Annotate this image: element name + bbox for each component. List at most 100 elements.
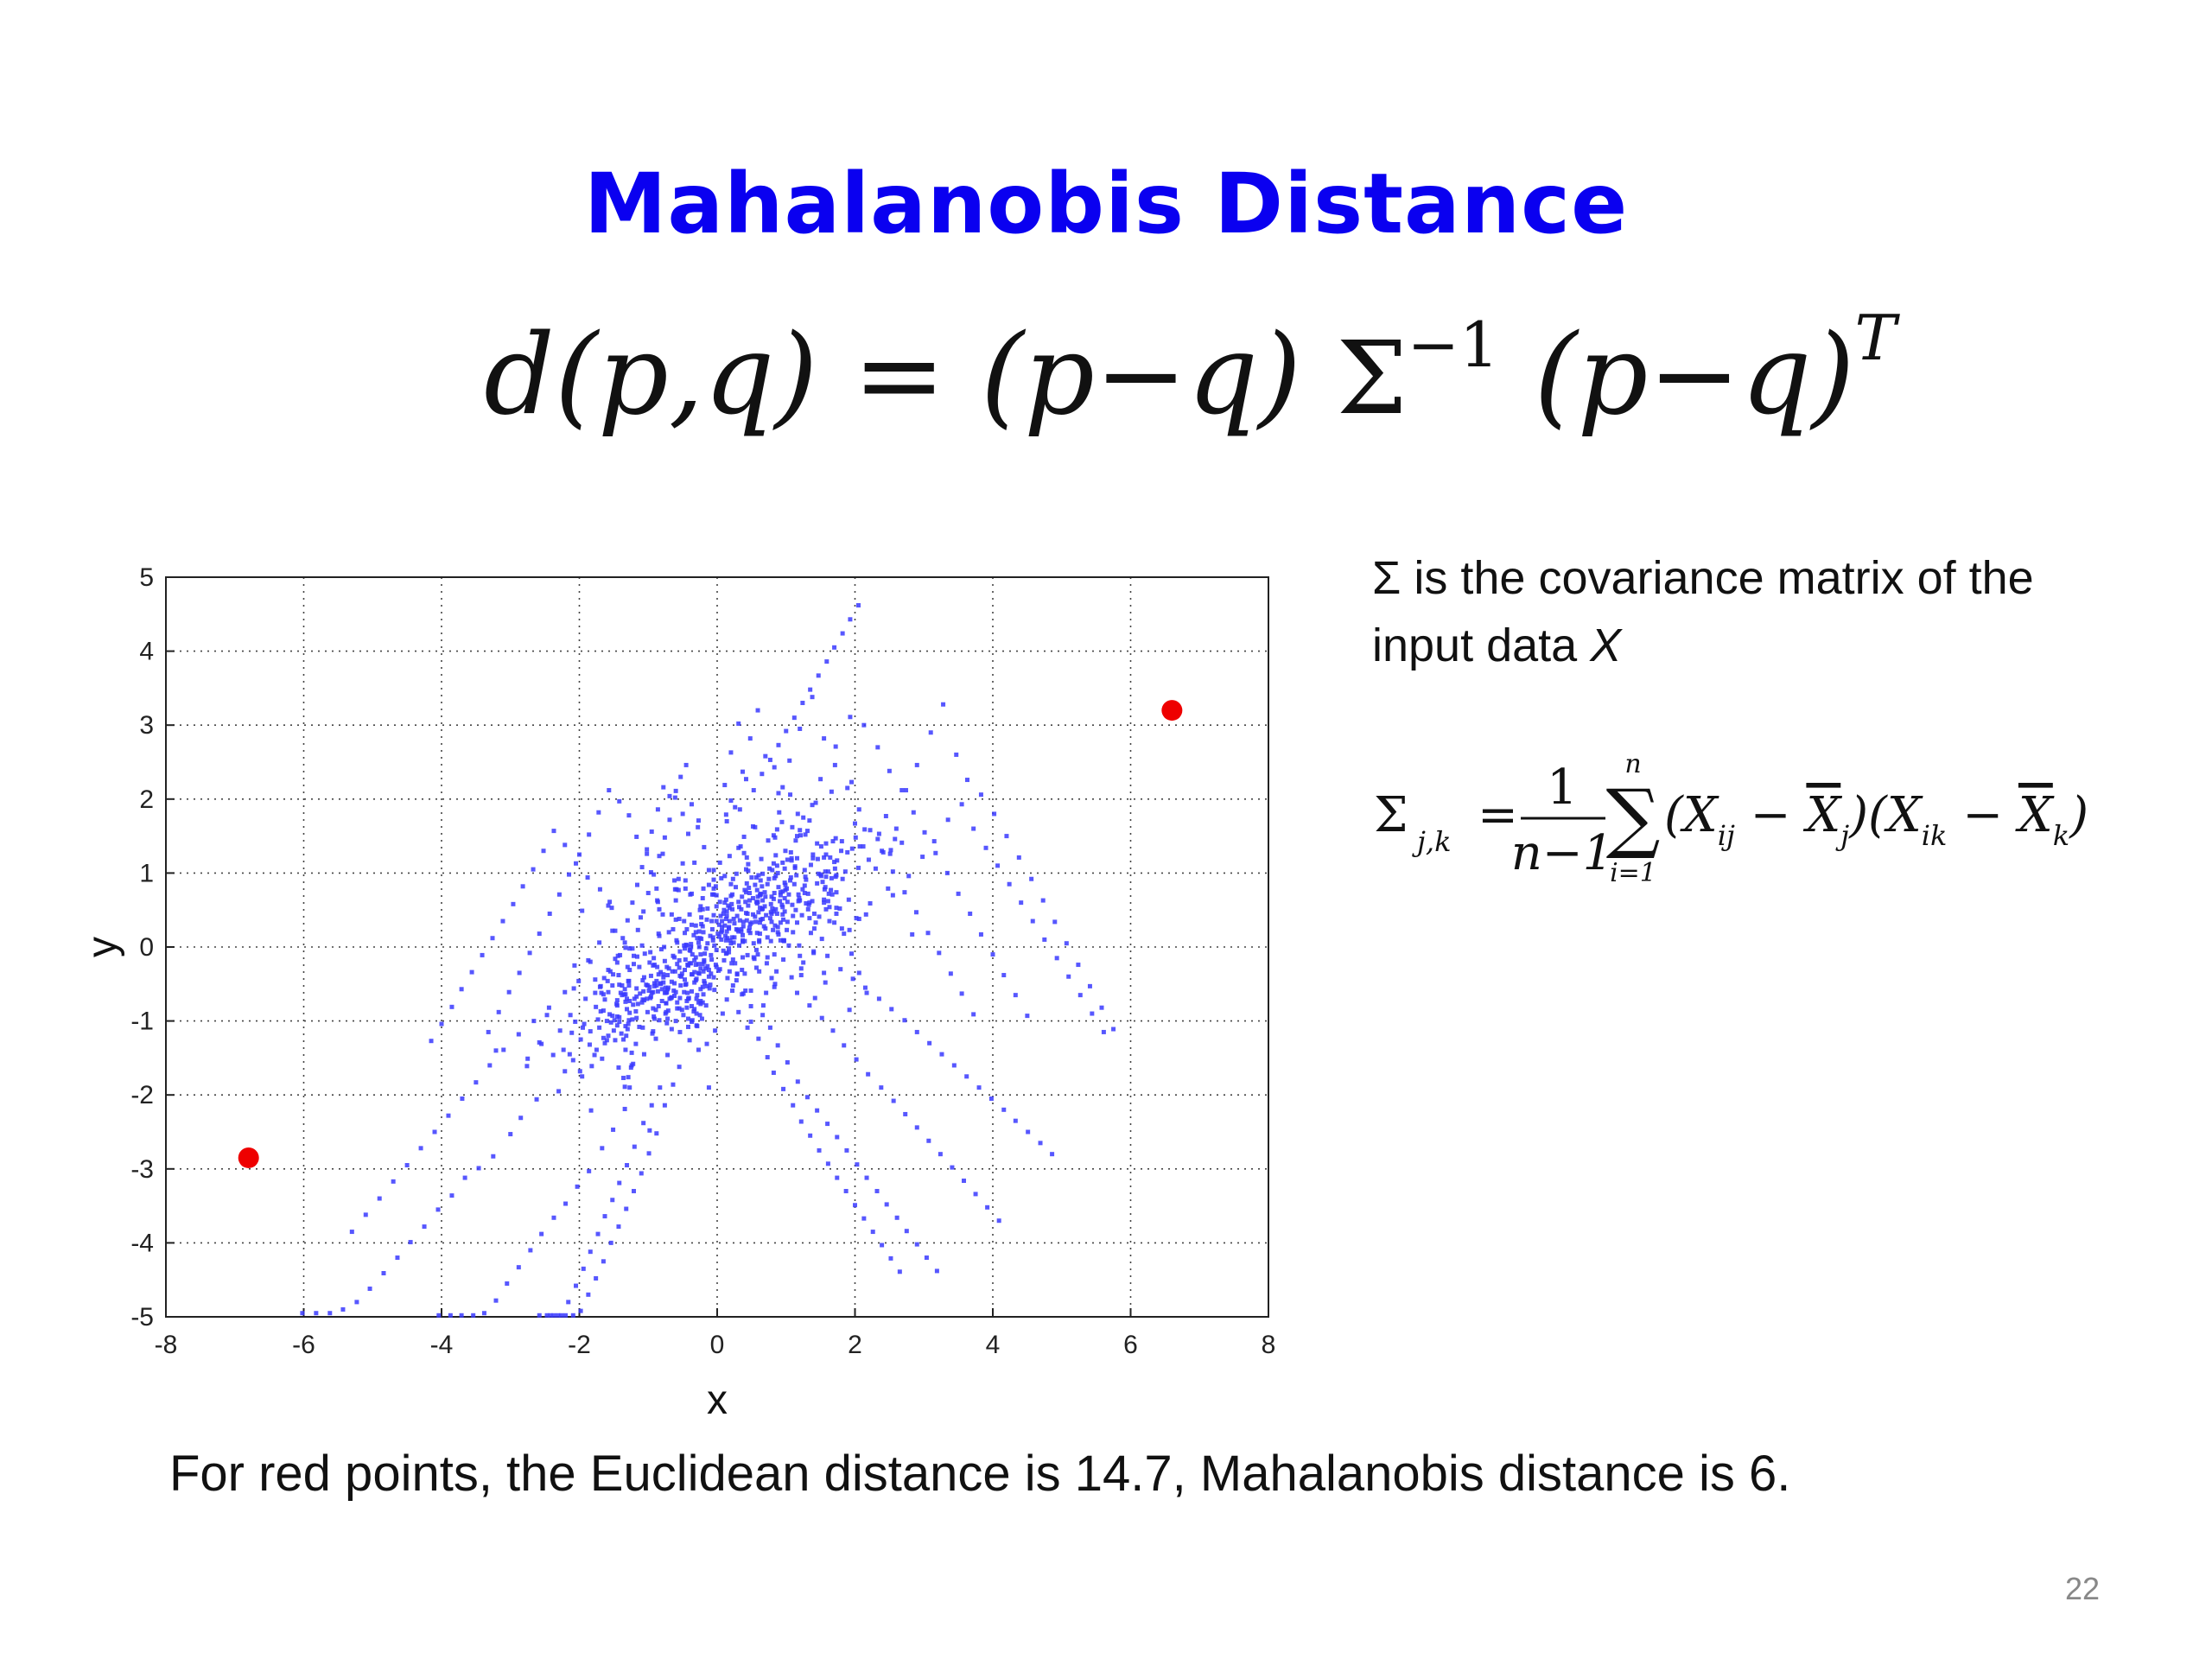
data-point [677, 1029, 683, 1034]
data-point [631, 1002, 636, 1007]
data-point [833, 744, 838, 749]
data-point [381, 1270, 386, 1275]
data-point [459, 1313, 464, 1318]
data-point [614, 1001, 620, 1007]
data-point [753, 882, 758, 887]
data-point [578, 1037, 583, 1042]
data-point [791, 930, 796, 935]
data-point [732, 935, 737, 940]
data-point [951, 1063, 957, 1068]
data-point [673, 917, 678, 922]
data-point [939, 1052, 944, 1057]
data-point [769, 894, 774, 899]
data-point [775, 930, 780, 935]
data-point [610, 928, 615, 933]
data-point [673, 898, 678, 903]
data-point [700, 962, 705, 967]
data-point [788, 792, 793, 798]
data-point [833, 836, 838, 841]
data-point [760, 906, 766, 911]
data-point [823, 852, 829, 857]
cov-lhs-subscript: j,k [1412, 825, 1451, 858]
data-point [845, 785, 850, 791]
data-point [724, 909, 729, 914]
data-point [625, 964, 630, 969]
data-point [712, 943, 717, 948]
data-point [914, 762, 919, 767]
data-point [709, 918, 715, 924]
data-point [830, 839, 836, 844]
data-point [768, 901, 773, 906]
data-point [688, 948, 693, 953]
data-point [665, 973, 671, 978]
data-point [805, 906, 810, 912]
slide-title: Mahalanobis Distance [583, 156, 1629, 252]
data-point [541, 849, 546, 854]
data-point [646, 1151, 652, 1156]
data-point [1019, 900, 1024, 906]
data-point [944, 870, 950, 875]
data-point [391, 1179, 396, 1184]
data-point [625, 1163, 630, 1168]
data-point [601, 1035, 606, 1040]
data-point [716, 968, 721, 973]
data-point [839, 926, 844, 931]
data-point [748, 988, 753, 994]
data-point [720, 925, 725, 930]
data-point [661, 972, 666, 977]
data-point [645, 851, 650, 856]
highlight-point [238, 1147, 259, 1168]
data-point [777, 810, 782, 815]
data-point [693, 955, 698, 960]
data-point [695, 1024, 700, 1029]
data-point [983, 845, 988, 850]
data-point [727, 926, 732, 931]
data-point [624, 1033, 629, 1039]
data-point [677, 916, 682, 921]
data-point [665, 1008, 671, 1014]
data-point [840, 876, 845, 881]
data-point [539, 1041, 544, 1046]
data-point [823, 874, 829, 880]
data-point [875, 745, 880, 750]
data-point [736, 721, 741, 726]
description-line-2-text: input data [1372, 620, 1591, 671]
data-point [576, 978, 582, 983]
data-point [758, 917, 763, 922]
data-point [780, 905, 785, 910]
data-point [686, 1016, 691, 1021]
data-point [887, 851, 893, 856]
data-point [575, 1184, 580, 1189]
data-point [1101, 1029, 1106, 1034]
data-point [767, 866, 772, 871]
data-point [1013, 1118, 1018, 1123]
data-point [314, 1311, 319, 1316]
data-point [840, 631, 845, 636]
data-point [617, 1014, 622, 1020]
data-point [627, 1085, 632, 1090]
data-point [743, 867, 748, 872]
data-point [772, 984, 777, 989]
cov-xbar-2: X [2015, 787, 2055, 843]
data-point [770, 906, 775, 911]
data-point [866, 1071, 871, 1077]
data-point [620, 983, 625, 988]
data-point [765, 955, 770, 960]
data-point [914, 1242, 919, 1247]
data-point [623, 1024, 628, 1029]
data-point [641, 909, 646, 914]
data-point [649, 829, 654, 834]
data-point [429, 1039, 434, 1044]
data-point [627, 1010, 632, 1015]
data-point [738, 844, 743, 849]
data-point [925, 931, 931, 936]
data-point [773, 853, 779, 858]
data-point [655, 964, 660, 969]
data-point [525, 1056, 531, 1061]
data-point [765, 935, 770, 940]
data-point [922, 830, 927, 835]
data-point [671, 1082, 676, 1087]
data-point [692, 1007, 697, 1012]
data-point [1026, 1129, 1031, 1135]
data-point [763, 894, 768, 899]
